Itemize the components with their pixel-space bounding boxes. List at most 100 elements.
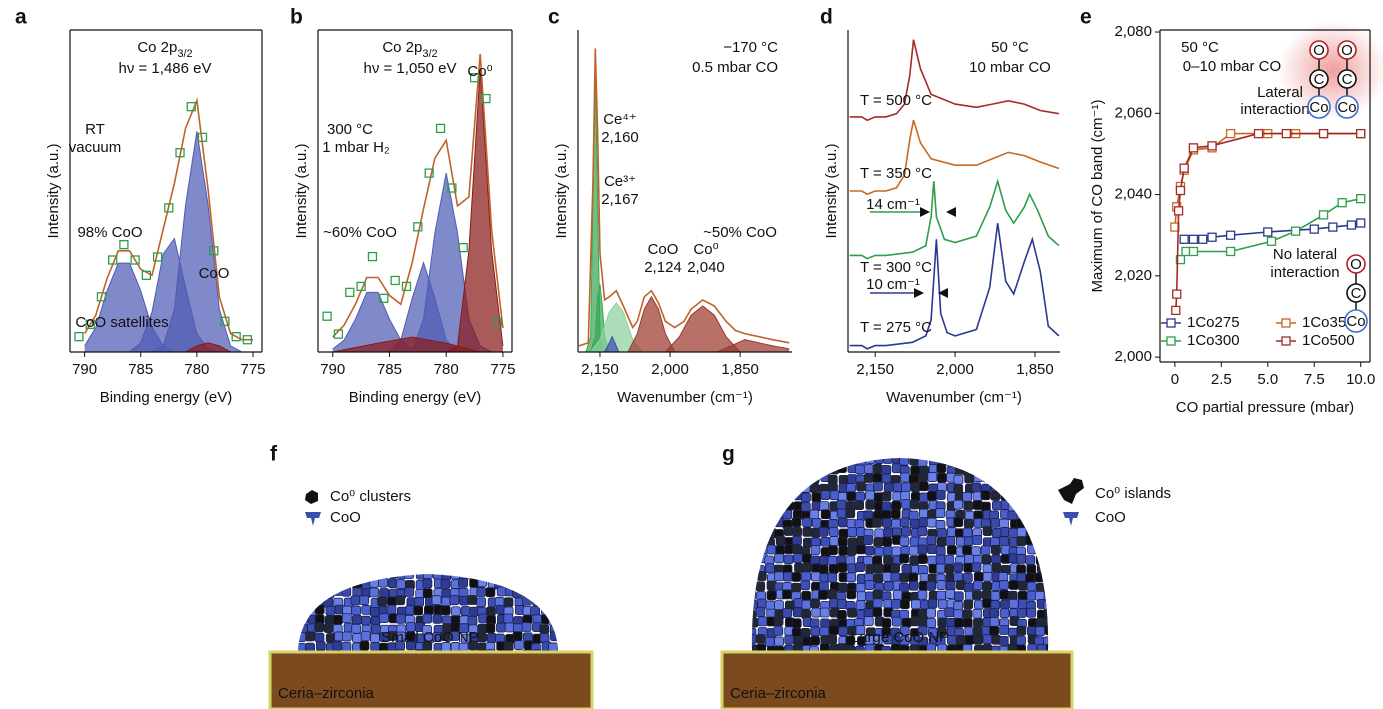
np-cell [361, 632, 370, 641]
series-line [1175, 134, 1361, 228]
np-cell [792, 536, 801, 545]
np-cell [875, 455, 884, 464]
np-cell [460, 596, 469, 605]
np-cell [902, 483, 911, 492]
np-cell [873, 608, 882, 617]
np-cell [757, 572, 766, 581]
np-cell [1017, 455, 1026, 464]
np-cell [542, 606, 551, 615]
np-cell [747, 590, 756, 599]
np-cell [532, 588, 541, 597]
annotation: 300 °C [327, 121, 373, 138]
np-cell [830, 465, 839, 474]
np-cell [424, 606, 433, 615]
np-cell [1045, 529, 1054, 538]
np-cell [927, 518, 936, 527]
np-cell [297, 607, 306, 616]
np-cell [992, 473, 1001, 482]
np-cell [324, 578, 333, 587]
np-cell [874, 537, 883, 546]
np-cell [801, 483, 810, 492]
np-cell [298, 578, 307, 587]
x-tick-label: 775 [490, 361, 515, 378]
x-tick-label: 1,850 [721, 361, 759, 378]
x-tick-label: 1,850 [1016, 361, 1054, 378]
np-cell [316, 571, 325, 580]
np-cell [758, 599, 767, 608]
np-cell [299, 569, 308, 578]
np-cell [829, 626, 838, 635]
np-cell [945, 555, 954, 564]
np-cell [1019, 581, 1028, 590]
np-cell [937, 473, 946, 482]
figure: a790785780775Binding energy (eV)Intensit… [0, 0, 1383, 709]
annotation: Co⁰ [467, 63, 492, 80]
np-cell [820, 627, 829, 636]
np-cell [757, 538, 766, 547]
np-cell [992, 501, 1001, 510]
np-cell [540, 625, 549, 634]
np-cell [1009, 473, 1018, 482]
np-cell [342, 614, 351, 623]
annotation: Ce³⁺ [604, 173, 636, 190]
np-cell [794, 457, 803, 466]
np-cell [1044, 493, 1053, 502]
np-cell [801, 493, 810, 502]
np-cell [1026, 536, 1035, 545]
np-cell [486, 588, 495, 597]
np-cell [974, 635, 983, 644]
annotation-text: 14 cm⁻¹ [866, 196, 920, 213]
np-cell [326, 606, 335, 615]
np-cell [884, 582, 893, 591]
x-tick-label: 2,150 [856, 361, 894, 378]
y-axis-label: Maximum of CO band (cm⁻¹) [1089, 100, 1106, 293]
np-cell [901, 473, 910, 482]
x-tick-label: 2,000 [936, 361, 974, 378]
np-cell [774, 617, 783, 626]
np-cell [793, 475, 802, 484]
np-cell [883, 572, 892, 581]
np-cell [524, 578, 533, 587]
np-cell [927, 536, 936, 545]
annotation-text: 50 °C [991, 39, 1029, 56]
np-cell [811, 636, 820, 645]
np-cell [415, 597, 424, 606]
data-point [1227, 130, 1235, 138]
np-cell [405, 588, 414, 597]
np-cell [909, 474, 918, 483]
data-point [75, 333, 83, 341]
np-cell [379, 614, 388, 623]
np-cell [325, 589, 334, 598]
annotation: Ce⁴⁺ [603, 111, 637, 128]
annotation: 98% CoO [77, 224, 142, 241]
np-cell [963, 492, 972, 501]
np-cell [783, 474, 792, 483]
np-cell [441, 606, 450, 615]
np-cell [954, 475, 963, 484]
atom-label: O [1350, 256, 1362, 273]
np-cell [909, 546, 918, 555]
np-cell [442, 571, 451, 580]
legend-label: Co⁰ islands [1095, 485, 1171, 502]
np-cell [747, 509, 756, 518]
atom-label: C [1342, 71, 1353, 88]
np-cell [531, 570, 540, 579]
np-cell [298, 616, 307, 625]
np-cell [991, 591, 1000, 600]
np-cell [315, 605, 324, 614]
np-cell [342, 642, 351, 651]
np-cell [1036, 464, 1045, 473]
np-cell [1036, 473, 1045, 482]
panel-letter: b [290, 6, 303, 29]
np-cell [999, 457, 1008, 466]
x-tick-label: 2,150 [581, 361, 619, 378]
y-tick-label: 2,020 [1114, 267, 1152, 284]
np-cell [838, 537, 847, 546]
np-cell [837, 509, 846, 518]
np-cell [811, 456, 820, 465]
np-cell [533, 597, 542, 606]
annotation: 2,124 [644, 259, 682, 276]
np-cell [945, 456, 954, 465]
np-cell [371, 616, 380, 625]
annotation: 2,167 [601, 191, 639, 208]
